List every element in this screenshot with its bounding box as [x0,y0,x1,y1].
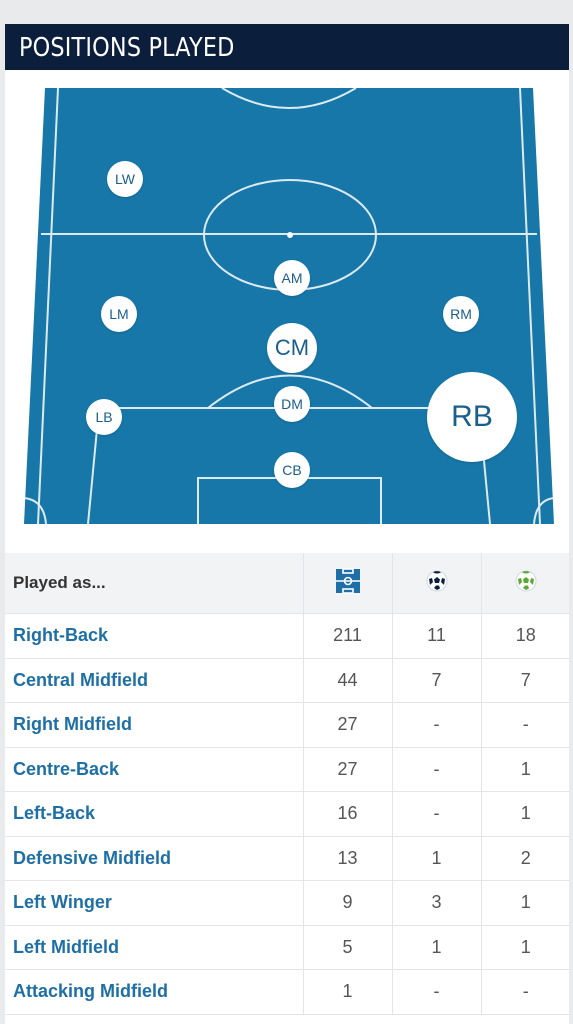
table-row: Left-Back 16 - 1 [5,791,569,837]
assists-value: - [481,969,569,1015]
appearances-value: 44 [303,658,393,703]
position-link[interactable]: Central Midfield [5,658,304,703]
table-row: Defensive Midfield 13 1 2 [5,836,569,881]
goals-value: - [392,791,482,837]
position-marker-lb: LB [86,399,122,435]
table-row: Left Midfield 5 1 1 [5,925,569,970]
position-marker-label: DM [281,396,303,412]
position-marker-label: LM [109,306,129,322]
assists-value: 2 [481,836,569,881]
assists-value: 1 [481,747,569,792]
appearances-value: 211 [303,613,393,659]
position-link[interactable]: Left Winger [5,880,304,926]
appearances-value: 9 [303,880,393,926]
position-marker-label: RM [450,306,472,322]
position-link[interactable]: Right-Back [5,613,304,659]
ball-goals-icon [426,570,447,591]
table-row: Attacking Midfield 1 - - [5,969,569,1015]
position-marker-lm: LM [101,296,137,332]
table-row: Right-Back 211 11 18 [5,613,569,659]
appearances-column-header [303,553,393,614]
played-as-header: Played as... [5,553,304,614]
position-marker-cb: CB [274,452,310,488]
goals-value: 1 [392,925,482,970]
ball-assists-icon [515,570,537,591]
assists-value: 1 [481,880,569,926]
goals-value: - [392,747,482,792]
position-marker-rm: RM [443,296,479,332]
position-link[interactable]: Right Midfield [5,702,304,748]
position-marker-dm: DM [274,386,310,422]
appearances-value: 27 [303,747,393,792]
positions-table: Played as... [5,553,569,1015]
position-marker-label: CB [282,462,302,478]
positions-played-card: POSITIONS PLAYED LW AM LM RM [5,24,569,1024]
position-link[interactable]: Centre-Back [5,747,304,792]
position-marker-label: AM [281,270,303,286]
goals-column-header [392,553,482,614]
goals-value: 11 [392,613,482,659]
assists-value: 1 [481,925,569,970]
position-link[interactable]: Attacking Midfield [5,969,304,1015]
appearances-value: 16 [303,791,393,837]
table-row: Central Midfield 44 7 7 [5,658,569,703]
goals-value: 1 [392,836,482,881]
position-link[interactable]: Left-Back [5,791,304,837]
pitch-appearances-icon [335,567,360,594]
position-marker-am: AM [274,260,310,296]
table-header-row: Played as... [5,553,569,614]
position-marker-label: RB [451,400,493,433]
assists-value: 7 [481,658,569,703]
position-marker-cm: CM [267,323,317,373]
section-header: POSITIONS PLAYED [5,24,569,70]
appearances-value: 13 [303,836,393,881]
pitch-diagram: LW AM LM RM CM DM LB RB CB [24,88,554,524]
pitch-field [24,88,554,524]
appearances-value: 1 [303,969,393,1015]
section-title: POSITIONS PLAYED [19,33,235,63]
goals-value: - [392,969,482,1015]
position-marker-label: LW [115,171,135,187]
assists-column-header [481,553,569,614]
table-row: Left Winger 9 3 1 [5,880,569,926]
appearances-value: 27 [303,702,393,748]
position-link[interactable]: Left Midfield [5,925,304,970]
position-marker-lw: LW [107,161,143,197]
appearances-value: 5 [303,925,393,970]
goals-value: 3 [392,880,482,926]
position-marker-label: LB [95,409,113,425]
assists-value: - [481,702,569,748]
goals-value: - [392,702,482,748]
position-marker-label: CM [274,335,310,360]
table-row: Right Midfield 27 - - [5,702,569,748]
position-marker-rb: RB [427,372,517,462]
goals-value: 7 [392,658,482,703]
assists-value: 1 [481,791,569,837]
position-link[interactable]: Defensive Midfield [5,836,304,881]
table-row: Centre-Back 27 - 1 [5,747,569,792]
assists-value: 18 [481,613,569,659]
